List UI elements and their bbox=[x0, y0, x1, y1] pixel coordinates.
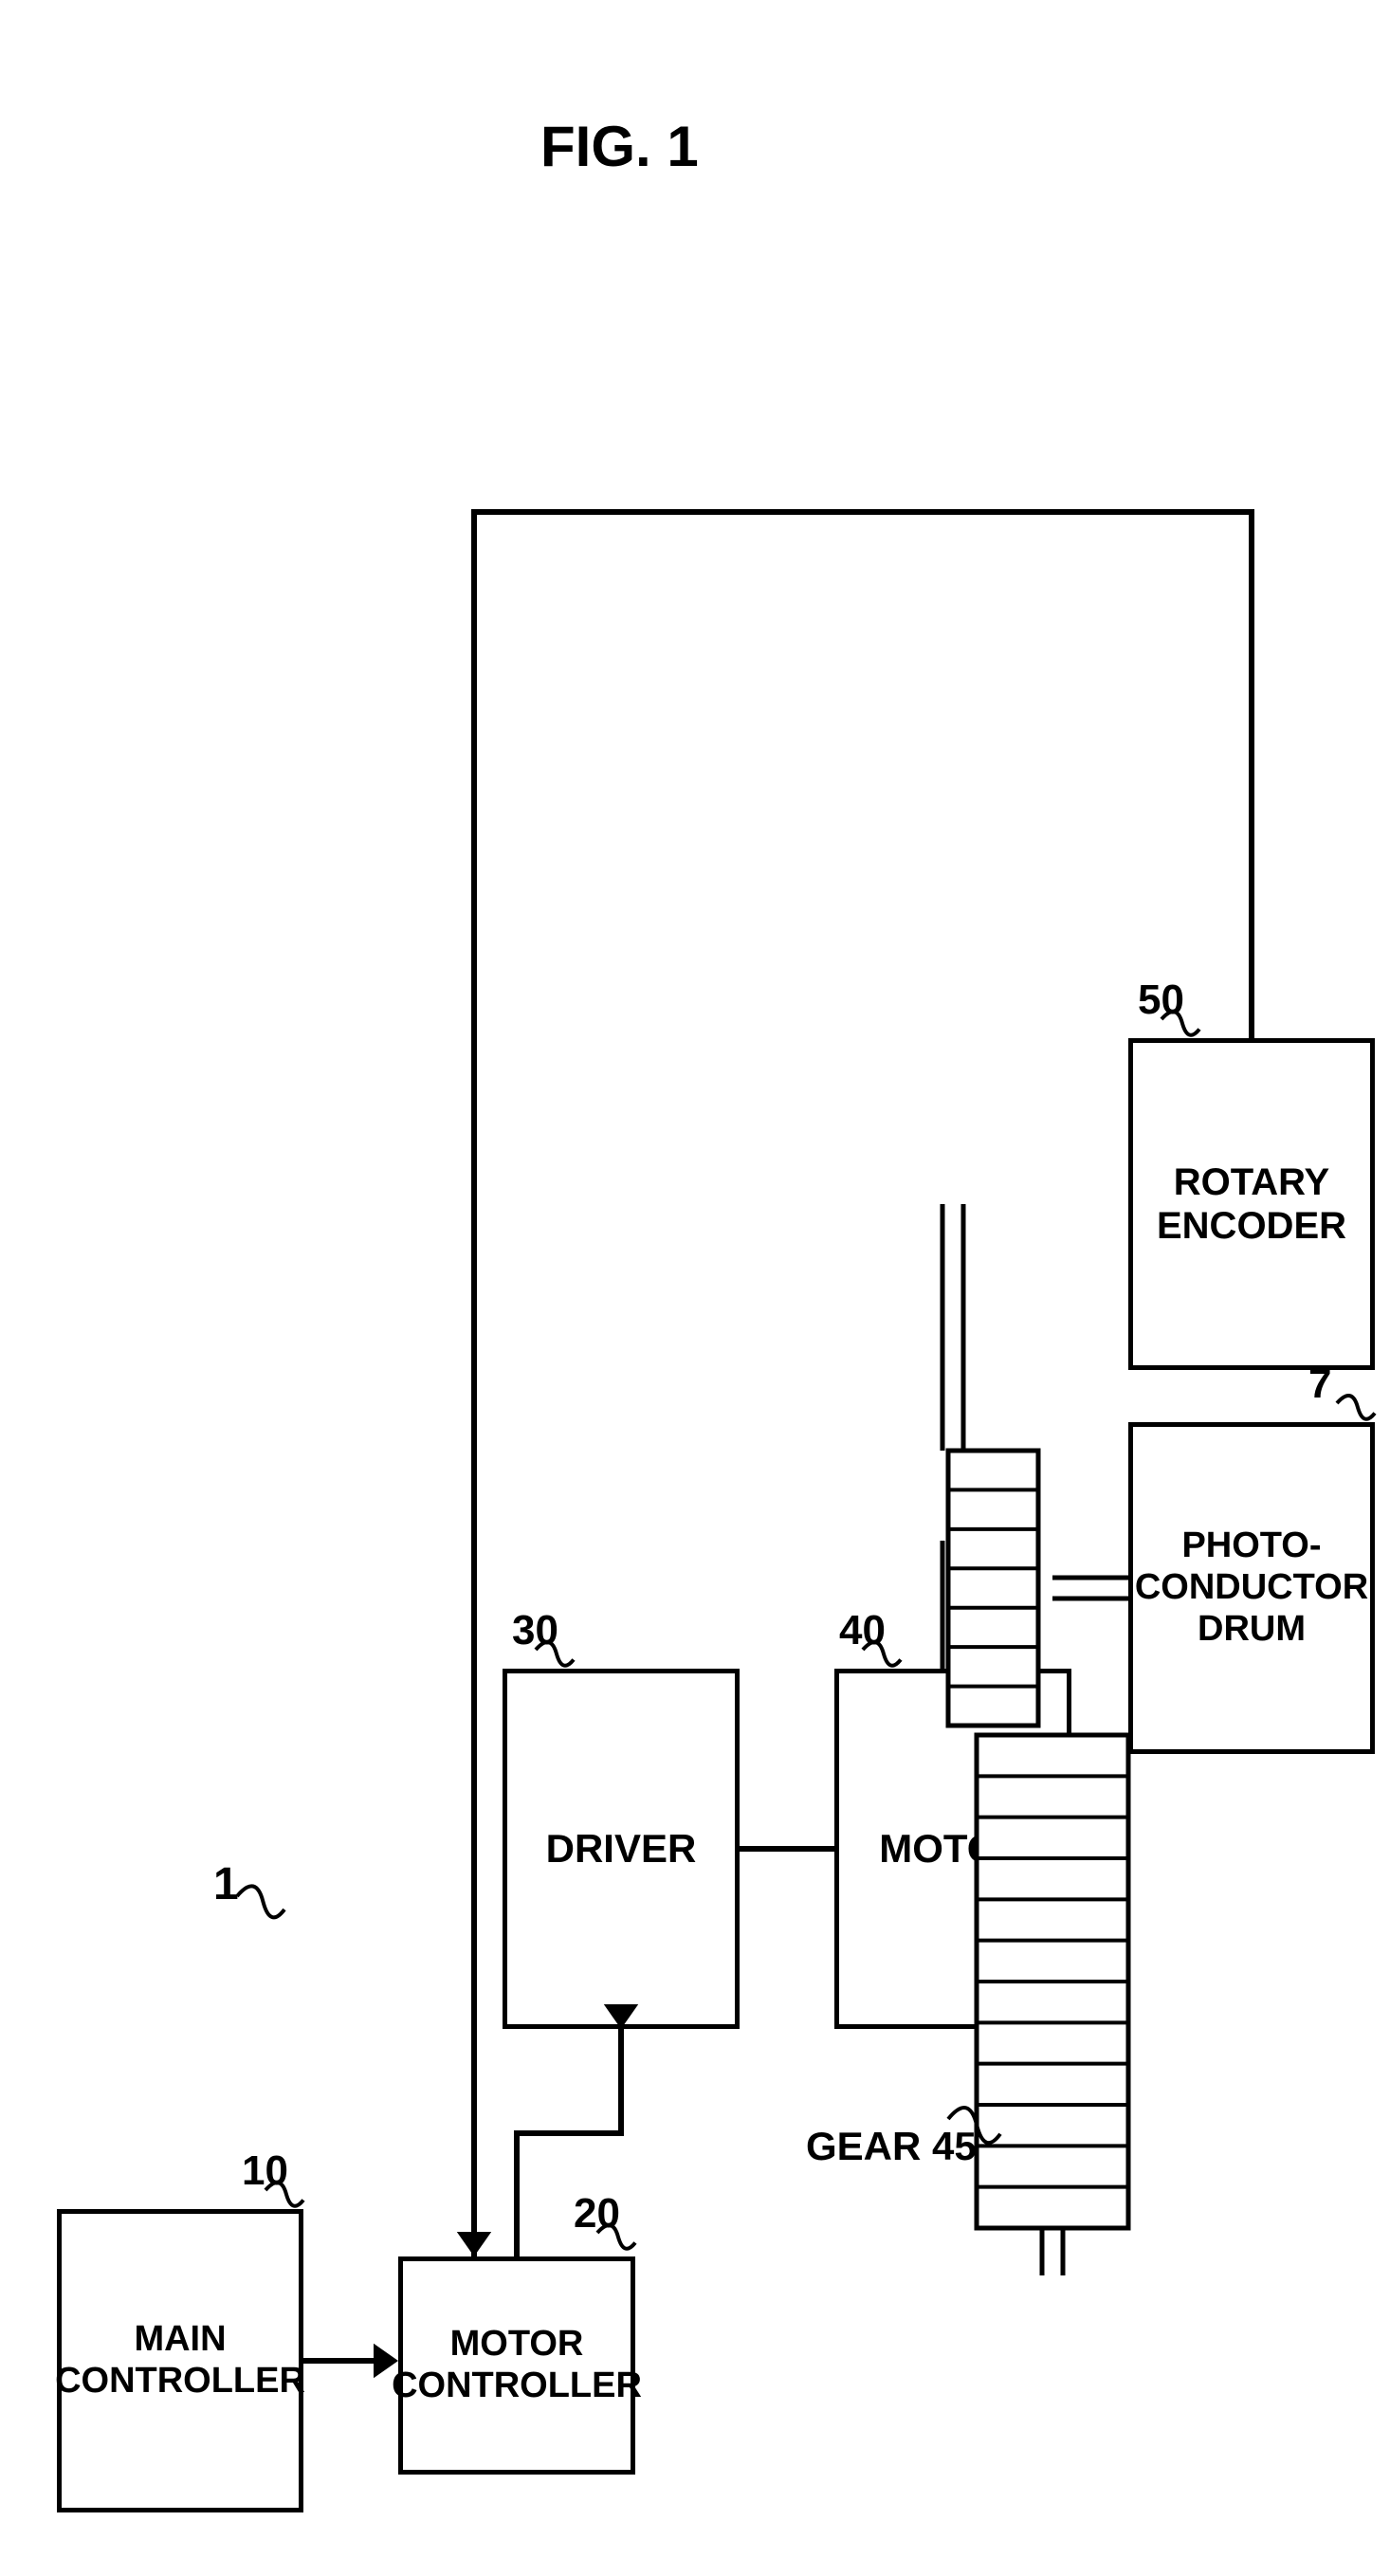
system-ref-label: 1 bbox=[213, 1858, 239, 1910]
motor-block: MOTOR bbox=[834, 1669, 1071, 2029]
driver-label: DRIVER bbox=[546, 1826, 697, 1872]
ref-50-label: 50 bbox=[1138, 977, 1184, 1024]
photo-conductor-drum-block: PHOTO-CONDUCTORDRUM bbox=[1128, 1422, 1375, 1754]
rotary-encoder-label: ROTARYENCODER bbox=[1157, 1160, 1346, 1248]
driver-block: DRIVER bbox=[503, 1669, 740, 2029]
motor-label: MOTOR bbox=[879, 1826, 1027, 1872]
photo-drum-label: PHOTO-CONDUCTORDRUM bbox=[1135, 1526, 1368, 1650]
figure-title: FIG. 1 bbox=[540, 114, 699, 179]
diagram-page: FIG. 1 MAINCONTROLLER MOTORCONTROLLER DR… bbox=[0, 0, 1390, 2576]
motor-controller-block: MOTORCONTROLLER bbox=[398, 2256, 635, 2475]
main-controller-label: MAINCONTROLLER bbox=[55, 2319, 305, 2402]
ref-20-label: 20 bbox=[574, 2190, 620, 2238]
gear-label: GEAR 45 bbox=[806, 2124, 977, 2169]
ref-30-label: 30 bbox=[512, 1607, 558, 1654]
main-controller-block: MAINCONTROLLER bbox=[57, 2209, 303, 2512]
ref-10-label: 10 bbox=[242, 2147, 288, 2195]
ref-7-label: 7 bbox=[1308, 1361, 1331, 1408]
ref-40-label: 40 bbox=[839, 1607, 886, 1654]
motor-controller-label: MOTORCONTROLLER bbox=[392, 2324, 642, 2406]
rotary-encoder-block: ROTARYENCODER bbox=[1128, 1038, 1375, 1370]
